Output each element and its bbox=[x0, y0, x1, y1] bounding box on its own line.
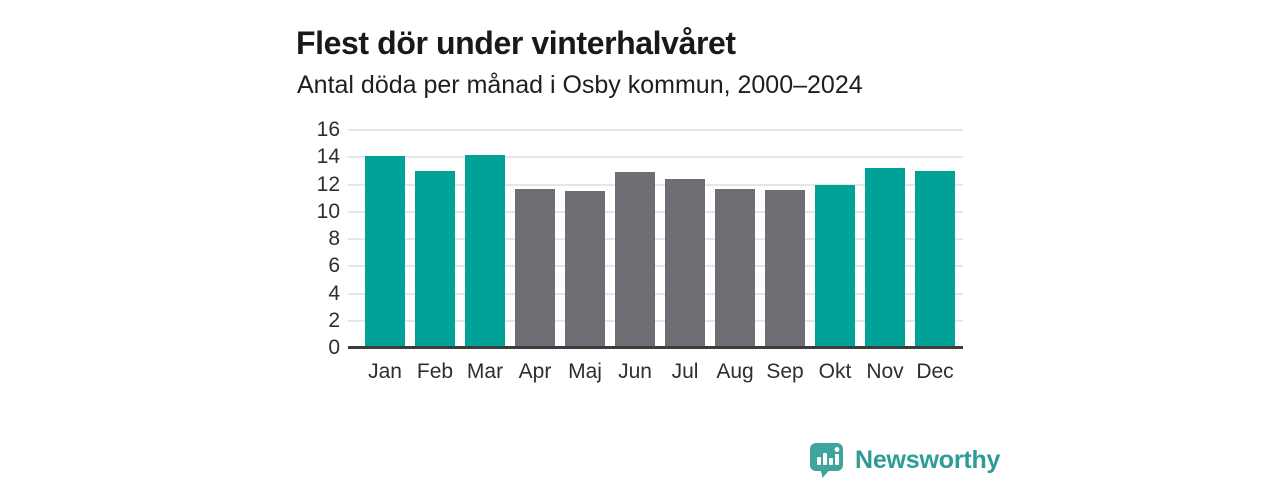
bar-feb bbox=[415, 170, 455, 348]
gridline-10 bbox=[348, 210, 963, 213]
y-tick-label-8: 8 bbox=[328, 227, 340, 251]
y-tick-label-16: 16 bbox=[316, 118, 340, 142]
bar-jun bbox=[615, 172, 655, 348]
newsworthy-logo: Newsworthy bbox=[809, 442, 1000, 479]
x-tick-label-dec: Dec bbox=[916, 360, 954, 383]
gridline-4 bbox=[348, 292, 963, 295]
x-tick-label-aug: Aug bbox=[716, 360, 754, 383]
y-tick-label-6: 6 bbox=[328, 254, 340, 278]
y-tick-label-4: 4 bbox=[328, 281, 340, 305]
newsworthy-bubble-chart-icon bbox=[810, 443, 843, 478]
bar-jan bbox=[365, 155, 405, 348]
bar-sep bbox=[765, 189, 805, 348]
bar-maj bbox=[565, 191, 605, 348]
bar-apr bbox=[515, 188, 555, 348]
bar-jul bbox=[665, 179, 705, 348]
y-tick-label-2: 2 bbox=[328, 308, 340, 332]
x-tick-label-apr: Apr bbox=[518, 360, 552, 383]
x-tick-label-jul: Jul bbox=[671, 360, 699, 383]
x-tick-label-maj: Maj bbox=[568, 360, 602, 383]
gridline-12 bbox=[348, 183, 963, 186]
y-tick-label-0: 0 bbox=[328, 336, 340, 360]
y-tick-label-12: 12 bbox=[316, 172, 340, 196]
x-tick-label-jun: Jun bbox=[618, 360, 652, 383]
bar-okt bbox=[815, 184, 855, 348]
x-tick-label-mar: Mar bbox=[466, 360, 504, 383]
y-tick-label-10: 10 bbox=[316, 199, 340, 223]
chart-title: Flest dör under vinterhalvåret bbox=[296, 25, 736, 62]
x-tick-label-sep: Sep bbox=[766, 360, 804, 383]
bar-mar bbox=[465, 154, 505, 348]
y-tick-label-14: 14 bbox=[316, 145, 340, 169]
x-tick-label-feb: Feb bbox=[416, 360, 454, 383]
x-tick-label-jan: Jan bbox=[368, 360, 402, 383]
bar-aug bbox=[715, 188, 755, 348]
x-tick-label-nov: Nov bbox=[866, 360, 904, 383]
gridline-6 bbox=[348, 265, 963, 268]
bar-dec bbox=[915, 170, 955, 348]
newsworthy-logo-text: Newsworthy bbox=[855, 446, 1001, 474]
gridline-14 bbox=[348, 156, 963, 159]
bar-chart-plot: 0 2 4 6 8 10 12 14 16 Jan Feb Mar Apr Maj Jun Jul Aug Se… bbox=[317, 119, 963, 382]
bar-nov bbox=[865, 168, 905, 348]
gridline-2 bbox=[348, 319, 963, 322]
gridline-8 bbox=[348, 238, 963, 240]
x-axis-line bbox=[348, 346, 963, 349]
gridline-16 bbox=[348, 129, 963, 131]
x-tick-label-okt: Okt bbox=[818, 360, 852, 383]
chart-subtitle: Antal döda per månad i Osby kommun, 2000… bbox=[297, 71, 863, 99]
